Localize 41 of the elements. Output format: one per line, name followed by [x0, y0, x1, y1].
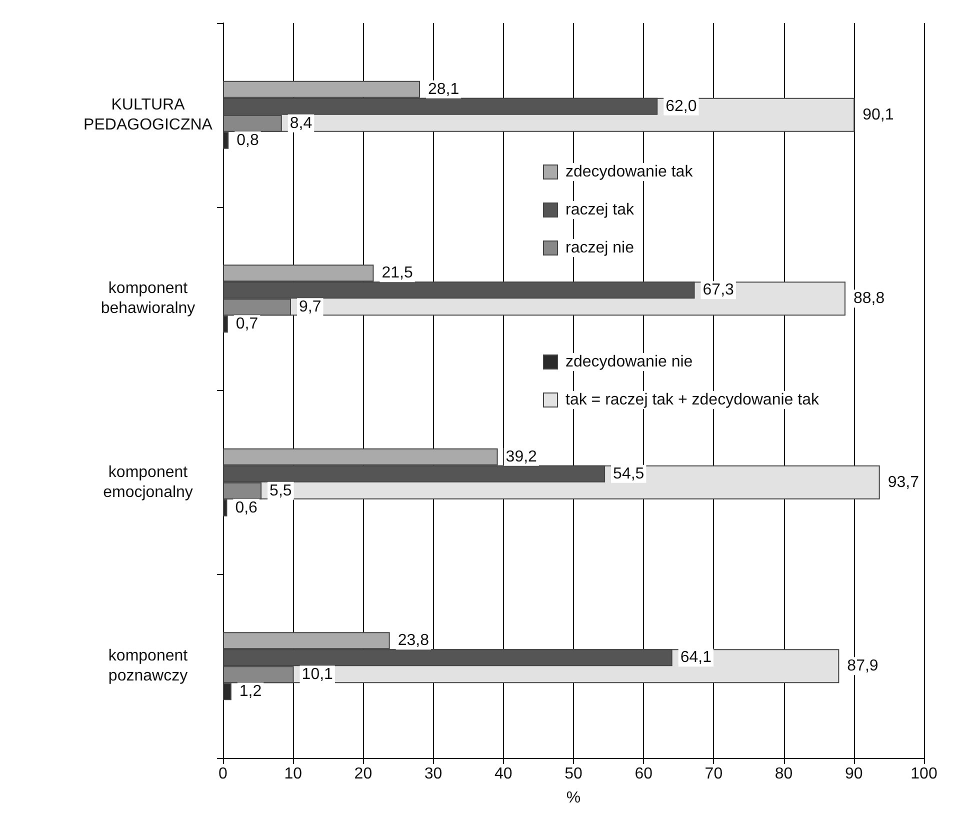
data-label: 0,8: [236, 132, 259, 149]
data-label: 93,7: [888, 474, 920, 491]
x-tick-label: 100: [910, 766, 938, 782]
x-tick-label: 0: [218, 766, 228, 782]
data-label: 0,7: [236, 316, 258, 333]
legend-label: zdecydowanie nie: [566, 354, 693, 370]
data-label: 23,8: [398, 632, 430, 650]
data-label: 62,0: [666, 98, 697, 115]
y-tick-label: komponent emocjonalny: [103, 464, 193, 501]
data-label: 28,1: [428, 80, 460, 98]
data-label: 88,8: [853, 290, 885, 308]
x-tick-label: 80: [774, 766, 793, 782]
data-label: 8,4: [290, 114, 312, 132]
data-label: 21,5: [382, 264, 413, 282]
x-tick-label: 50: [564, 766, 582, 782]
data-label: 9,7: [298, 298, 322, 316]
x-tick-label: 30: [424, 766, 442, 782]
data-label: 1,2: [239, 683, 262, 700]
legend-label: raczej tak: [566, 202, 635, 218]
x-tick-label: 60: [634, 766, 653, 782]
data-label: 10,1: [302, 666, 334, 684]
data-label: 39,2: [506, 448, 538, 466]
legend-label: zdecydowanie tak: [566, 164, 694, 180]
data-label: 87,9: [847, 658, 878, 675]
x-tick-label: 90: [845, 766, 863, 782]
data-label: 5,5: [270, 482, 292, 500]
data-label: 64,1: [680, 649, 712, 666]
x-tick-label: 20: [354, 766, 372, 782]
legend-label: tak = raczej tak + zdecydowanie tak: [566, 392, 820, 408]
data-label: 67,3: [702, 282, 734, 299]
data-label: 54,5: [613, 465, 644, 482]
x-tick-label: 10: [284, 766, 302, 782]
y-tick-label: KULTURA PEDAGOGICZNA: [84, 96, 213, 134]
data-label: 90,1: [862, 106, 894, 124]
legend-label: raczej nie: [566, 240, 634, 256]
data-label: 0,6: [235, 499, 258, 516]
x-axis-title: %: [566, 790, 581, 806]
x-tick-label: 70: [704, 766, 723, 782]
y-tick-label: komponent poznawczy: [108, 648, 188, 685]
y-tick-label: komponent behawioralny: [100, 280, 196, 318]
x-tick-label: 40: [494, 766, 512, 782]
